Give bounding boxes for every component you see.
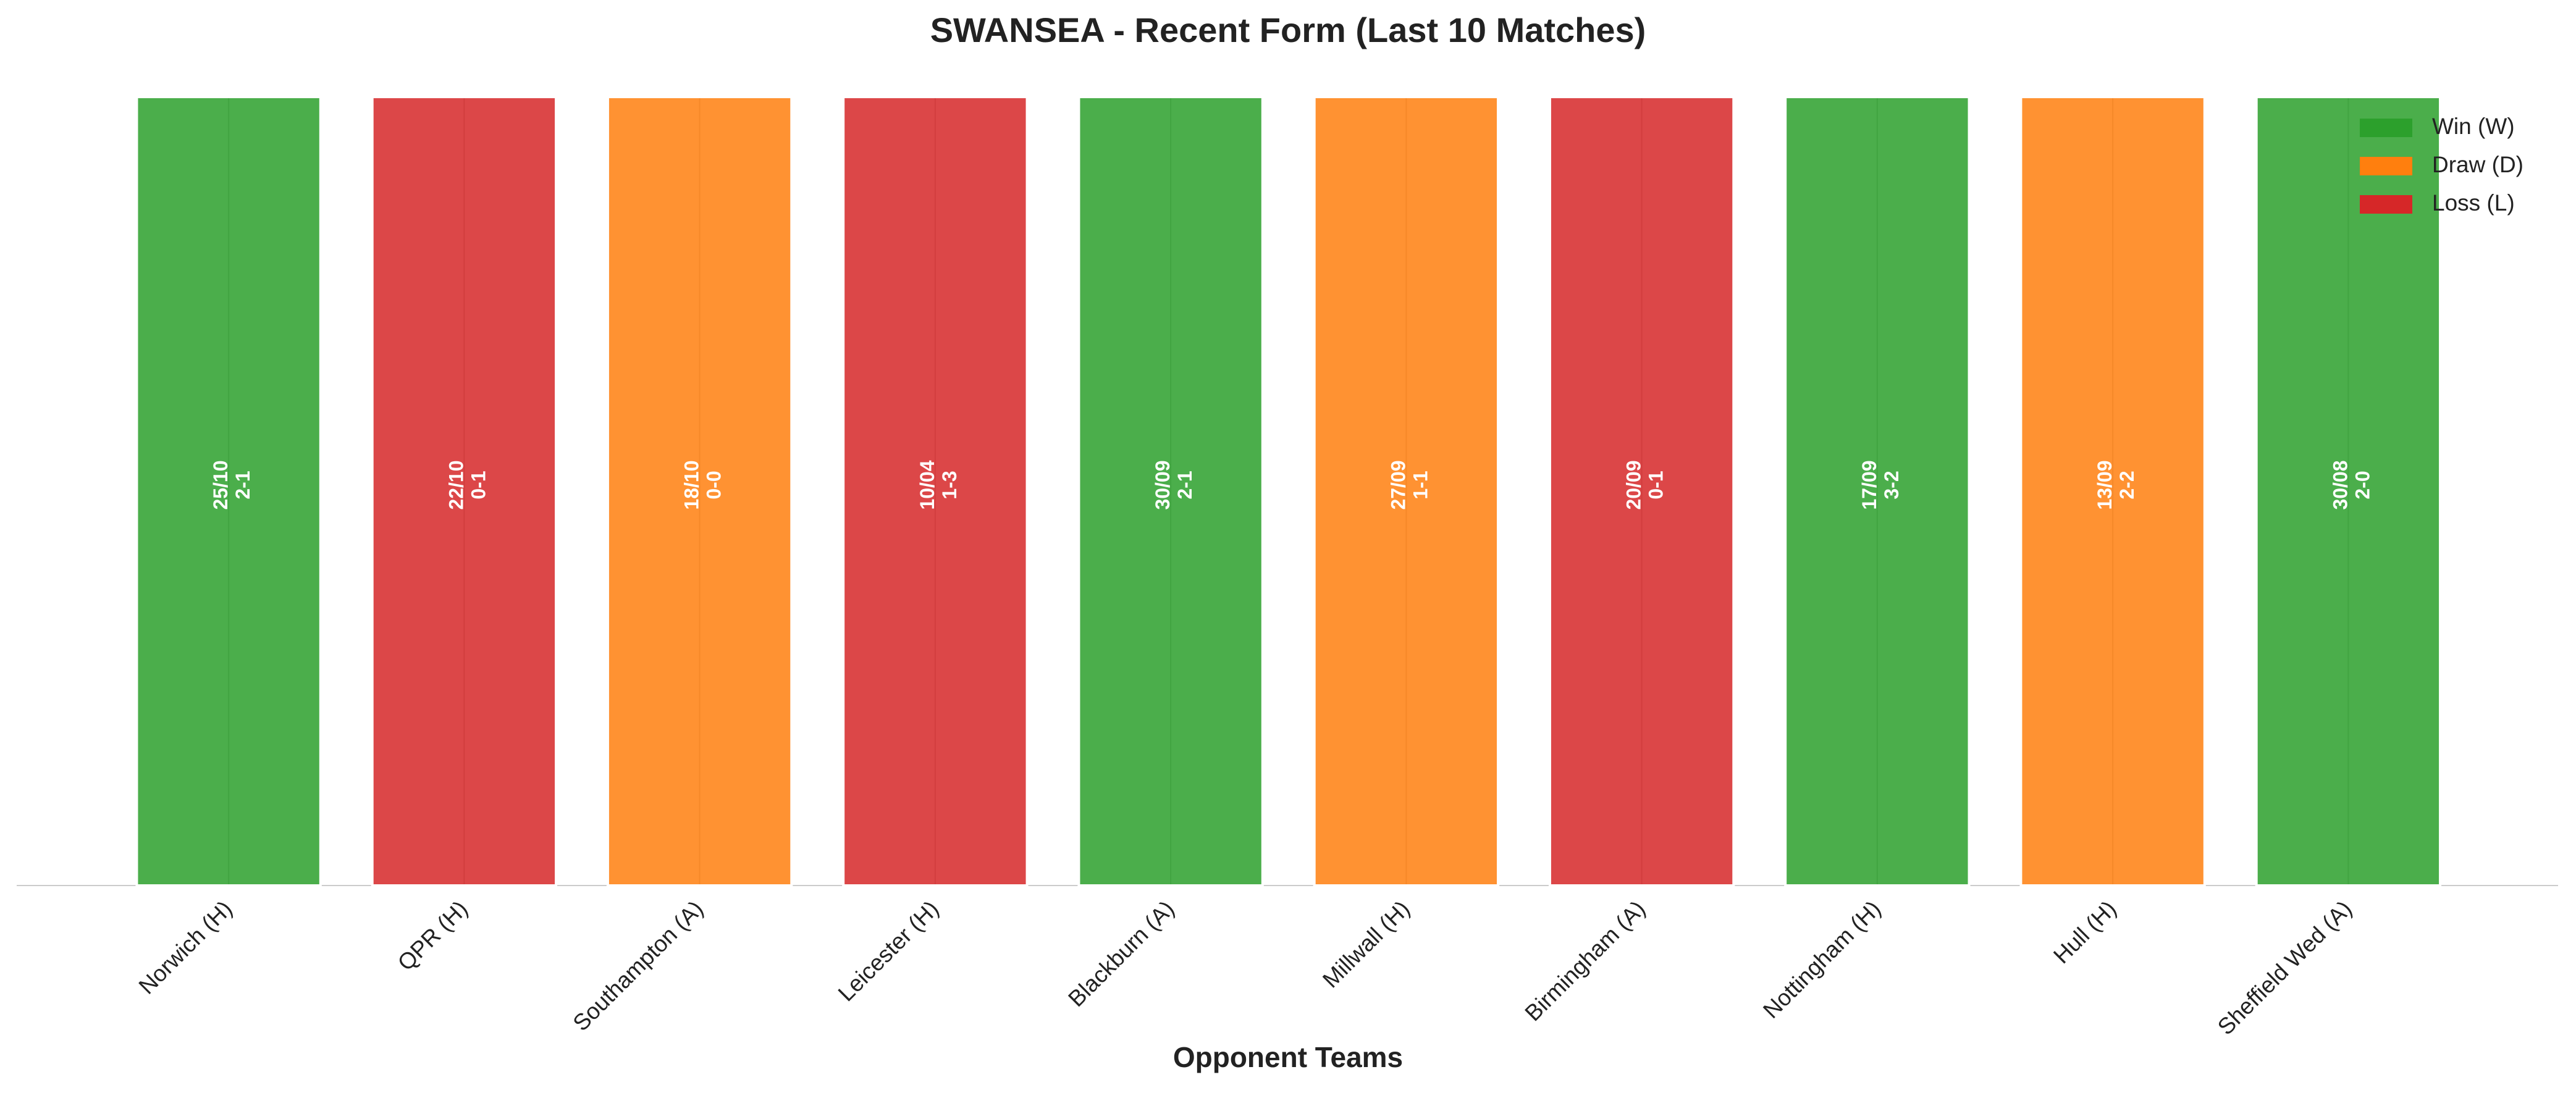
bar-score: 1-1 [1409, 471, 1431, 499]
legend-swatch [2360, 195, 2412, 214]
bar [135, 96, 322, 887]
x-tick-label: Norwich (H) [134, 896, 237, 999]
legend-swatch [2360, 157, 2412, 175]
bar-score: 0-0 [703, 471, 725, 499]
bar-date: 30/09 [1151, 460, 1174, 509]
x-tick-label: Blackburn (A) [1063, 896, 1179, 1011]
legend-label: Win (W) [2432, 114, 2515, 139]
bar-score: 0-1 [1645, 471, 1667, 499]
bar-date: 22/10 [445, 460, 467, 509]
legend-label: Draw (D) [2432, 152, 2523, 177]
bar-label: 25/102-1 [209, 460, 254, 509]
bar-score: 1-3 [938, 471, 961, 499]
bar-label: 13/092-2 [2094, 460, 2138, 509]
bar-date: 10/04 [916, 460, 938, 509]
bar-score: 0-1 [467, 471, 489, 499]
bar-label: 20/090-1 [1623, 460, 1667, 509]
legend-swatch [2360, 119, 2412, 137]
bar [1077, 96, 1264, 887]
bar-date: 13/09 [2094, 460, 2116, 509]
bar [2019, 96, 2206, 887]
bar-score: 2-2 [2116, 471, 2138, 499]
bar-label: 22/100-1 [445, 460, 489, 509]
bar [842, 96, 1029, 887]
bar-score: 3-2 [1880, 471, 1903, 499]
bar [1313, 96, 1500, 887]
x-axis-label: Opponent Teams [1173, 1041, 1403, 1073]
x-tick-label: QPR (H) [393, 896, 473, 976]
bar-date: 25/10 [209, 460, 232, 509]
legend-label: Loss (L) [2432, 190, 2515, 216]
bar-label: 27/091-1 [1387, 460, 1431, 509]
bar [1548, 96, 1735, 887]
bar [2255, 96, 2442, 887]
x-tick-label: Leicester (H) [833, 896, 944, 1007]
chart-title: SWANSEA - Recent Form (Last 10 Matches) [930, 10, 1646, 49]
bar-label: 30/082-0 [2329, 460, 2373, 509]
bar-label: 18/100-0 [681, 460, 725, 509]
bar-date: 30/08 [2329, 460, 2351, 509]
x-tick-label: Southampton (A) [568, 896, 708, 1036]
bar-date: 18/10 [681, 460, 703, 509]
x-tick-label: Birmingham (A) [1520, 896, 1651, 1026]
x-tick-label: Sheffield Wed (A) [2213, 896, 2357, 1040]
bar-date: 17/09 [1858, 460, 1880, 509]
bar-label: 17/093-2 [1858, 460, 1903, 509]
bar [371, 96, 558, 887]
bar-score: 2-1 [1174, 471, 1196, 499]
x-tick-label: Hull (H) [2048, 896, 2121, 969]
bar-score: 2-1 [232, 471, 254, 499]
bar-score: 2-0 [2351, 471, 2373, 499]
x-tick-label: Millwall (H) [1318, 896, 1415, 993]
bar [606, 96, 793, 887]
bar-label: 30/092-1 [1151, 460, 1196, 509]
bar-label: 10/041-3 [916, 460, 961, 509]
bar [1784, 96, 1971, 887]
bar-date: 27/09 [1387, 460, 1409, 509]
x-tick-label: Nottingham (H) [1758, 896, 1885, 1023]
bar-date: 20/09 [1623, 460, 1645, 509]
